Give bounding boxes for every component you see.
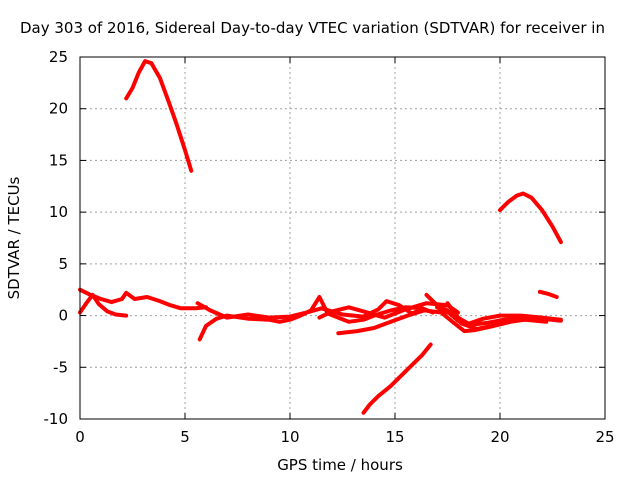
data-series-9 xyxy=(317,301,460,320)
data-series-6 xyxy=(78,287,208,311)
data-series-4 xyxy=(537,289,559,299)
data-series-12 xyxy=(445,301,563,327)
data-series-3 xyxy=(361,342,433,415)
chart-title: Day 303 of 2016, Sidereal Day-to-day VTE… xyxy=(20,19,605,37)
y-tick-label: -5 xyxy=(53,358,68,376)
data-series-13 xyxy=(435,305,549,331)
x-axis-label: GPS time / hours xyxy=(277,456,403,474)
y-axis-label: SDTVAR / TECUs xyxy=(5,176,23,299)
y-tick-label: 25 xyxy=(49,48,68,66)
x-tick-label: 0 xyxy=(75,428,85,446)
y-tick-label: 20 xyxy=(49,100,68,118)
plot-frame xyxy=(79,56,606,420)
grid-lines xyxy=(80,57,605,419)
data-series-8 xyxy=(195,299,425,320)
x-tick-label: 25 xyxy=(595,428,614,446)
axis-ticks: 0 5 10 15 20 25 -10 -5 0 5 10 15 20 25 xyxy=(44,48,615,446)
y-tick-label: 10 xyxy=(49,203,68,221)
x-tick-label: 15 xyxy=(385,428,404,446)
x-tick-label: 20 xyxy=(490,428,509,446)
y-tick-label: 15 xyxy=(49,151,68,169)
data-series-5 xyxy=(78,292,129,318)
data-series-2 xyxy=(498,191,563,245)
y-tick-label: 0 xyxy=(58,307,68,325)
data-series-layer xyxy=(78,59,563,415)
data-series-1 xyxy=(124,59,194,173)
y-tick-label: 5 xyxy=(58,255,68,273)
x-tick-label: 10 xyxy=(280,428,299,446)
y-tick-label: -10 xyxy=(44,410,69,428)
x-tick-label: 5 xyxy=(180,428,190,446)
